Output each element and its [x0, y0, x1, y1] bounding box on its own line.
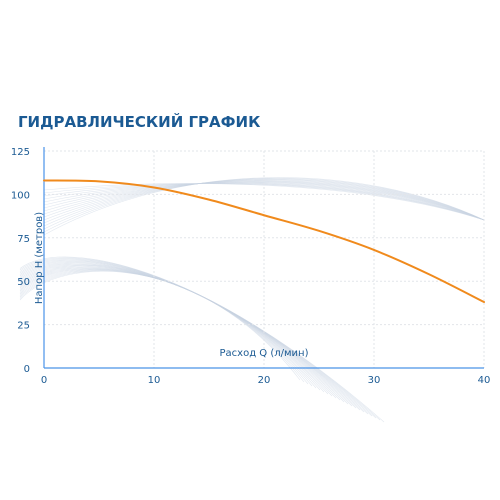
decorative-curve [19, 263, 353, 407]
decorative-curve [43, 183, 485, 221]
grid [44, 150, 485, 368]
decorative-curve [19, 268, 321, 391]
decorative-curve [19, 267, 325, 393]
decorative-curve [19, 260, 369, 415]
y-tick-label: 100 [11, 190, 30, 201]
decorative-curve [19, 263, 349, 405]
decorative-curve [19, 262, 357, 409]
decorative-curve [19, 264, 345, 403]
y-tick-label: 25 [17, 321, 30, 332]
series-line-0 [43, 179, 485, 304]
tick-labels: 0 10 20 30 40 0 25 50 75 100 125 [11, 147, 490, 386]
decorative-curve [19, 270, 301, 381]
decorative-curve [19, 259, 373, 417]
decorative-curve [43, 182, 485, 221]
decorative-curve [43, 178, 485, 227]
x-tick-label: 40 [478, 375, 491, 386]
decorative-curve [19, 256, 385, 423]
decorative-curve [43, 179, 485, 224]
chart-title: ГИДРАВЛИЧЕСКИЙ ГРАФИК [18, 112, 261, 131]
decorative-curve [19, 257, 381, 421]
decorative-curve [19, 266, 333, 397]
decorative-curve [43, 177, 485, 233]
decorative-curves [19, 177, 485, 423]
x-tick-label: 30 [368, 375, 381, 386]
decorative-curve [43, 179, 485, 221]
x-axis-label: Расход Q (л/мин) [220, 348, 309, 359]
axes [43, 147, 484, 369]
y-tick-label: 50 [17, 277, 30, 288]
decorative-curve [43, 178, 485, 230]
decorative-curve [43, 177, 485, 236]
x-tick-label: 20 [258, 375, 271, 386]
y-tick-label: 125 [11, 147, 30, 158]
x-tick-label: 10 [148, 375, 161, 386]
decorative-curve [19, 261, 361, 411]
decorative-curve [19, 270, 305, 383]
y-tick-label: 0 [24, 364, 30, 375]
decorative-curve [19, 270, 309, 385]
y-tick-label: 75 [17, 234, 30, 245]
decorative-curve [43, 183, 485, 221]
decorative-curve [19, 268, 317, 389]
decorative-curve [43, 182, 485, 221]
decorative-curve [19, 260, 365, 413]
decorative-curve [43, 183, 485, 221]
decorative-curve [19, 267, 329, 395]
y-axis-label: Напор H (метров) [34, 212, 45, 304]
x-tick-label: 0 [41, 375, 47, 386]
decorative-curve [43, 180, 485, 221]
decorative-curve [19, 258, 377, 419]
series [43, 179, 485, 304]
